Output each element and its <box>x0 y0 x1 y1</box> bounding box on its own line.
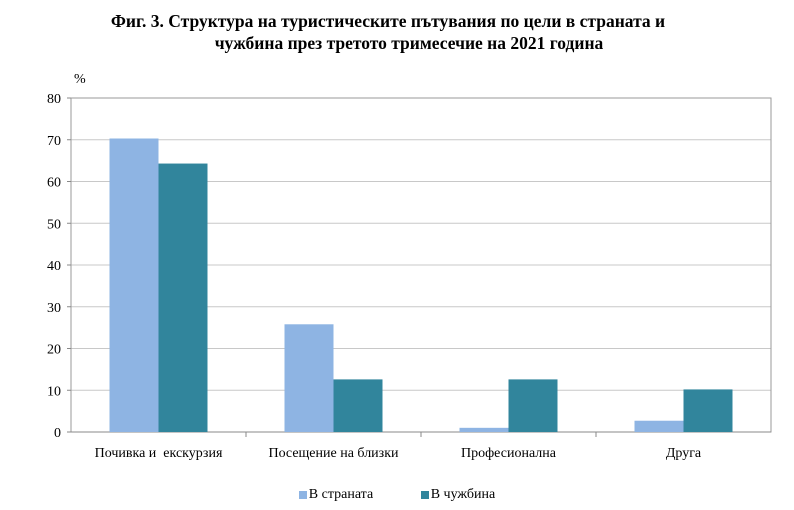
bars <box>109 138 733 433</box>
y-tick-label-0: 0 <box>54 426 61 441</box>
x-category-label-0: Почивка и екскурзия <box>95 446 223 461</box>
bar-domestic-0 <box>109 138 159 432</box>
legend: В страната В чужбина <box>0 487 794 504</box>
y-tick-label-80: 80 <box>47 92 61 107</box>
bar-abroad-2 <box>508 379 558 432</box>
chart-title: Фиг. 3. Структура на туристическите пъту… <box>0 10 794 54</box>
y-axis-label: % <box>74 72 86 87</box>
bar-domestic-3 <box>634 420 684 432</box>
legend-swatch-abroad <box>420 491 429 499</box>
chart-title-line-1: Фиг. 3. Структура на туристическите пъту… <box>110 11 666 31</box>
legend-item-abroad: В чужбина <box>420 487 496 503</box>
bar-domestic-2 <box>459 427 509 432</box>
y-tick-label-70: 70 <box>47 134 61 149</box>
bar-domestic-1 <box>284 324 334 432</box>
bar-abroad-3 <box>683 389 733 432</box>
legend-label-abroad: В чужбина <box>430 487 496 502</box>
y-tick-label-20: 20 <box>47 343 61 358</box>
chart-title-line-2: чужбина през третото тримесечие на 2021 … <box>214 33 604 53</box>
x-category-label-1: Посещение на близки <box>268 446 399 461</box>
y-tick-label-30: 30 <box>47 301 61 316</box>
y-tick-label-10: 10 <box>47 384 61 399</box>
y-tick-label-50: 50 <box>47 217 61 232</box>
x-category-label-2: Професионална <box>461 446 557 461</box>
y-axis-ticks: 0 10 20 30 40 50 60 70 80 <box>47 92 71 441</box>
bar-abroad-0 <box>158 163 208 433</box>
bar-abroad-1 <box>333 379 383 432</box>
legend-label-domestic: В страната <box>308 487 374 502</box>
y-tick-label-40: 40 <box>47 259 61 274</box>
legend-item-domestic: В страната <box>298 487 374 503</box>
x-category-label-3: Друга <box>666 446 702 461</box>
legend-swatch-domestic <box>298 491 307 499</box>
x-axis-categories: Почивка и екскурзия Посещение на близки Пр… <box>95 432 702 461</box>
y-tick-label-60: 60 <box>47 176 61 191</box>
